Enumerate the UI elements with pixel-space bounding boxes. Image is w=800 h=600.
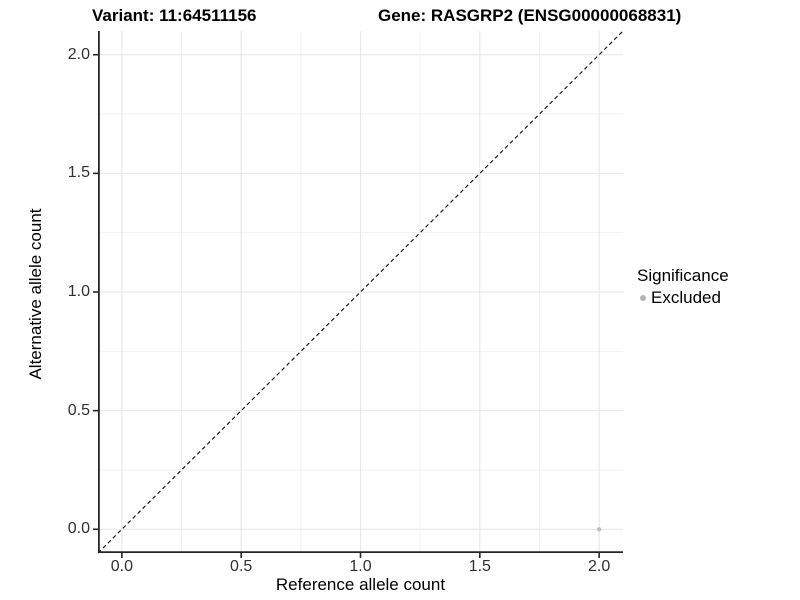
x-axis-title: Reference allele count xyxy=(275,575,446,594)
y-tick-label-0.0: 0.0 xyxy=(67,520,90,538)
y-axis-title: Alternative allele count xyxy=(26,208,45,380)
legend-title: Significance xyxy=(637,266,729,285)
identity-dashed-line xyxy=(97,30,624,554)
x-tick-label-1.0: 1.0 xyxy=(349,558,372,575)
y-tick-label-1.0: 1.0 xyxy=(67,283,90,300)
legend: Significance Excluded xyxy=(637,266,729,308)
legend-item-label: Excluded xyxy=(651,288,721,307)
y-tick-label-0.5: 0.5 xyxy=(67,401,90,419)
x-tick-label-0.0: 0.0 xyxy=(110,558,133,575)
legend-point-icon xyxy=(640,295,646,301)
plot-title-variant: Variant: 11:64511156 xyxy=(92,6,257,25)
x-tick-label-0.5: 0.5 xyxy=(230,558,253,575)
y-tick-label-2.0: 2.0 xyxy=(67,45,90,63)
plot-panel xyxy=(93,30,624,558)
x-tick-label-1.5: 1.5 xyxy=(468,558,491,575)
y-tick-label-1.5: 1.5 xyxy=(67,164,90,182)
x-tick-label-2.0: 2.0 xyxy=(588,558,611,575)
plot-title-gene: Gene: RASGRP2 (ENSG00000068831) xyxy=(378,6,682,25)
data-point-excluded xyxy=(596,527,602,532)
legend-item-excluded: Excluded xyxy=(637,288,729,308)
